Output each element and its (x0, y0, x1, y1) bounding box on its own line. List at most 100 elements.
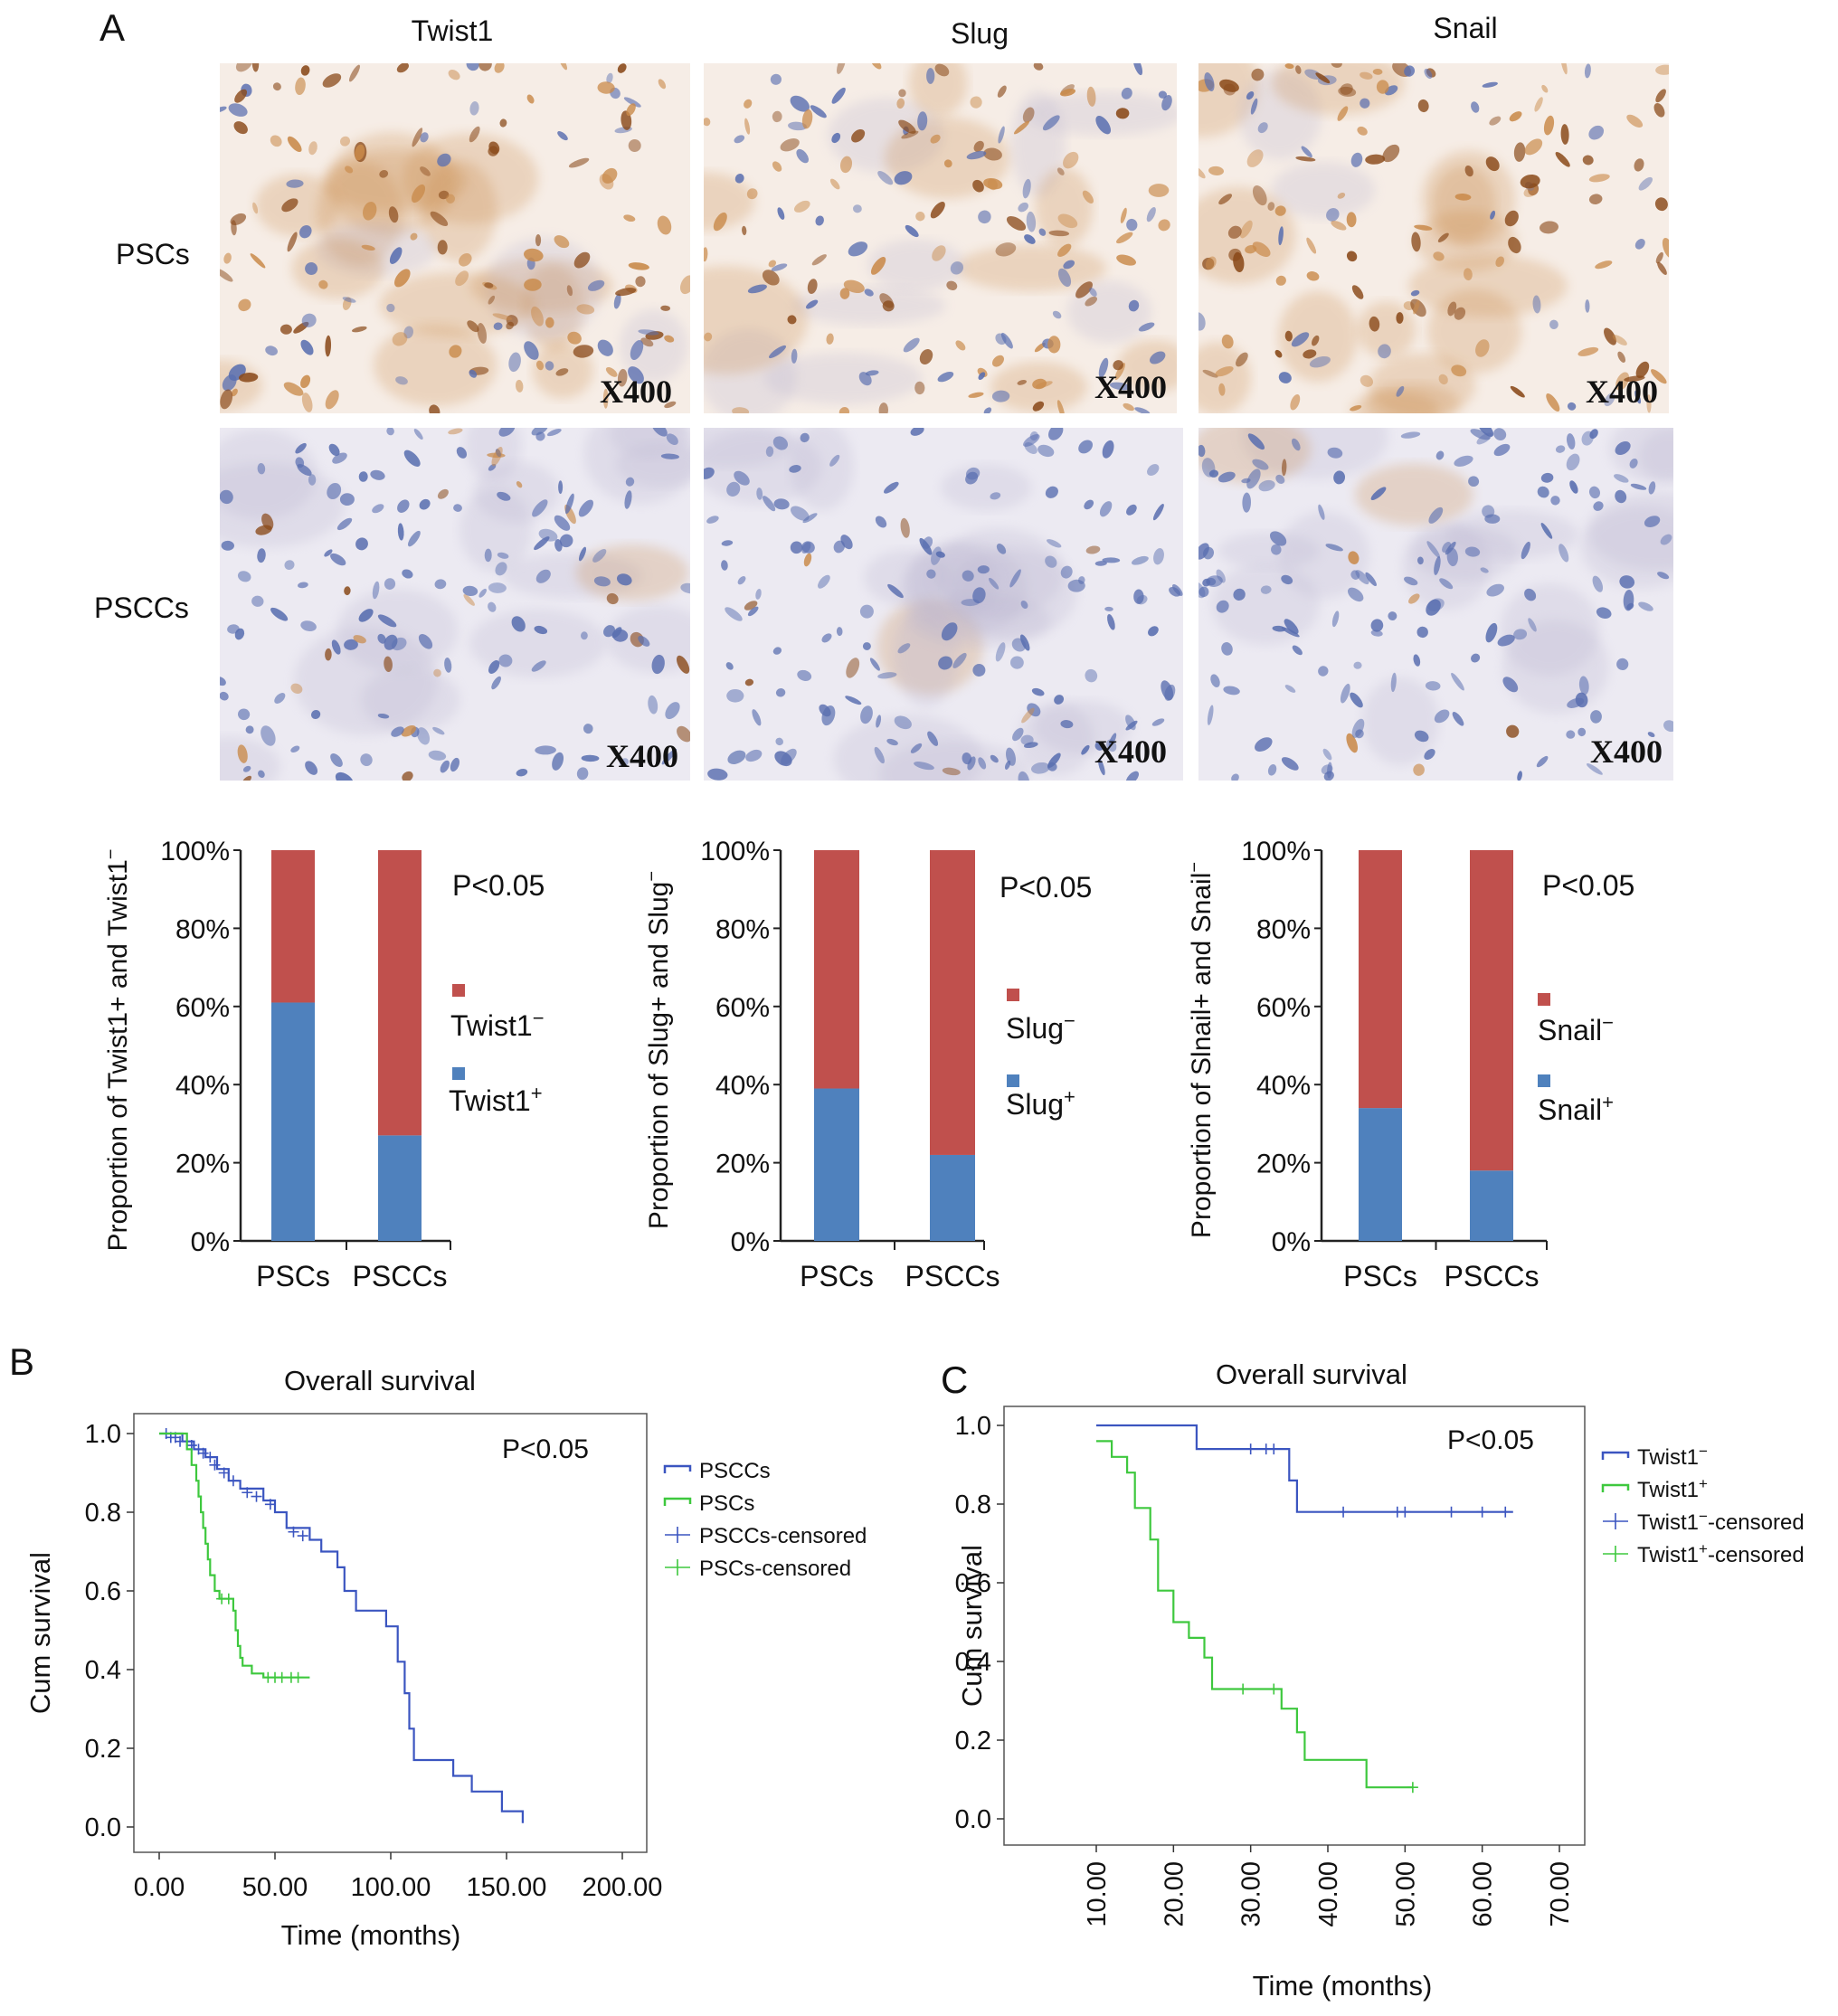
cell-nucleus (344, 639, 358, 650)
cell-nucleus (978, 372, 986, 381)
cell-nucleus (1048, 230, 1070, 237)
cell-nucleus (1242, 492, 1252, 513)
stroma-patch (1402, 522, 1492, 610)
cell-nucleus (1439, 578, 1454, 590)
cell-nucleus (567, 331, 582, 345)
cell-nucleus (910, 743, 923, 753)
cell-nucleus (865, 370, 879, 376)
stroma-patch (609, 428, 687, 459)
cell-nucleus (1147, 464, 1160, 476)
cell-nucleus (1471, 653, 1481, 663)
cell-nucleus (626, 103, 636, 117)
legend-entry: Twist1−-censored (1637, 1508, 1805, 1536)
cell-nucleus (819, 704, 831, 717)
censor-mark (264, 1499, 276, 1510)
cell-nucleus (987, 178, 998, 191)
cell-nucleus (1653, 103, 1665, 118)
cell-nucleus (1617, 351, 1626, 363)
plot-frame (1003, 1406, 1586, 1846)
cell-nucleus (602, 388, 609, 409)
cell-nucleus (325, 648, 332, 661)
cell-nucleus (1075, 281, 1093, 298)
cell-nucleus (305, 262, 318, 275)
cell-nucleus (1056, 167, 1065, 175)
cell-nucleus (1614, 474, 1629, 483)
cell-nucleus (772, 647, 782, 655)
cell-nucleus (1596, 607, 1612, 619)
cell-nucleus (746, 188, 758, 200)
cell-nucleus (801, 541, 815, 554)
cell-nucleus (1198, 312, 1206, 331)
cell-nucleus (466, 63, 479, 71)
cell-nucleus (238, 298, 251, 312)
cell-nucleus (1056, 400, 1066, 413)
cell-nucleus (330, 753, 343, 767)
cell-nucleus (1078, 440, 1094, 454)
cell-nucleus (900, 517, 910, 538)
stroma-patch (885, 117, 1010, 199)
cell-nucleus (578, 546, 587, 562)
cell-nucleus (1540, 221, 1559, 234)
cell-nucleus (1489, 116, 1502, 126)
cell-nucleus (896, 98, 905, 109)
censor-mark (223, 1593, 234, 1604)
cell-nucleus (1104, 606, 1113, 611)
cell-nucleus (839, 288, 850, 299)
cell-nucleus (1655, 251, 1663, 264)
cell-nucleus (463, 593, 475, 606)
cell-nucleus (796, 148, 809, 164)
tissue-texture (704, 428, 1183, 781)
cell-nucleus (1290, 393, 1301, 411)
y-tick-label: 0.4 (955, 1648, 991, 1677)
y-tick-label: 0.4 (85, 1656, 121, 1685)
cell-nucleus (932, 245, 946, 261)
cell-nucleus (462, 585, 478, 597)
cell-nucleus (1414, 730, 1429, 743)
cell-nucleus (1353, 661, 1362, 669)
cell-nucleus (233, 121, 248, 135)
cell-nucleus (1198, 581, 1206, 599)
legend-swatch-positive (1007, 1074, 1019, 1087)
cell-nucleus (402, 569, 413, 579)
cell-nucleus (497, 552, 509, 559)
stroma-patch (1408, 254, 1568, 317)
cell-nucleus (437, 240, 448, 255)
cell-nucleus (484, 548, 492, 563)
cell-nucleus (386, 428, 394, 436)
cell-nucleus (1555, 445, 1566, 453)
cell-nucleus (301, 313, 317, 327)
cell-nucleus (488, 660, 500, 674)
stroma-patch (291, 238, 384, 299)
tissue-texture (1198, 63, 1669, 413)
cell-nucleus (1057, 243, 1072, 257)
y-tick-label: 80% (175, 914, 230, 944)
cell-nucleus (978, 757, 987, 770)
cell-nucleus (434, 579, 447, 590)
cell-nucleus (1257, 122, 1268, 134)
cell-nucleus (478, 63, 492, 71)
legend-swatch-negative (452, 984, 465, 997)
micrograph-psccs-twist1: X400 (220, 428, 690, 781)
cell-nucleus (898, 89, 906, 98)
cell-nucleus (1239, 220, 1253, 239)
cell-nucleus (1153, 548, 1164, 565)
cell-nucleus (927, 731, 939, 746)
cell-nucleus (1651, 369, 1667, 384)
cell-nucleus (295, 442, 307, 454)
cell-nucleus (1246, 469, 1261, 489)
cell-nucleus (661, 748, 677, 765)
cell-nucleus (962, 752, 972, 765)
cell-nucleus (597, 81, 615, 94)
cell-nucleus (403, 326, 413, 339)
cell-nucleus (772, 161, 782, 172)
cell-nucleus (1017, 379, 1028, 385)
cell-nucleus (966, 150, 987, 160)
cell-nucleus (402, 771, 413, 781)
censor-mark (297, 1530, 308, 1542)
row-label-pscs: PSCs (116, 238, 190, 270)
cell-nucleus (394, 269, 411, 288)
cell-nucleus (611, 627, 622, 639)
cell-nucleus (545, 317, 554, 328)
cell-nucleus (787, 315, 797, 325)
cell-nucleus (1205, 256, 1217, 270)
